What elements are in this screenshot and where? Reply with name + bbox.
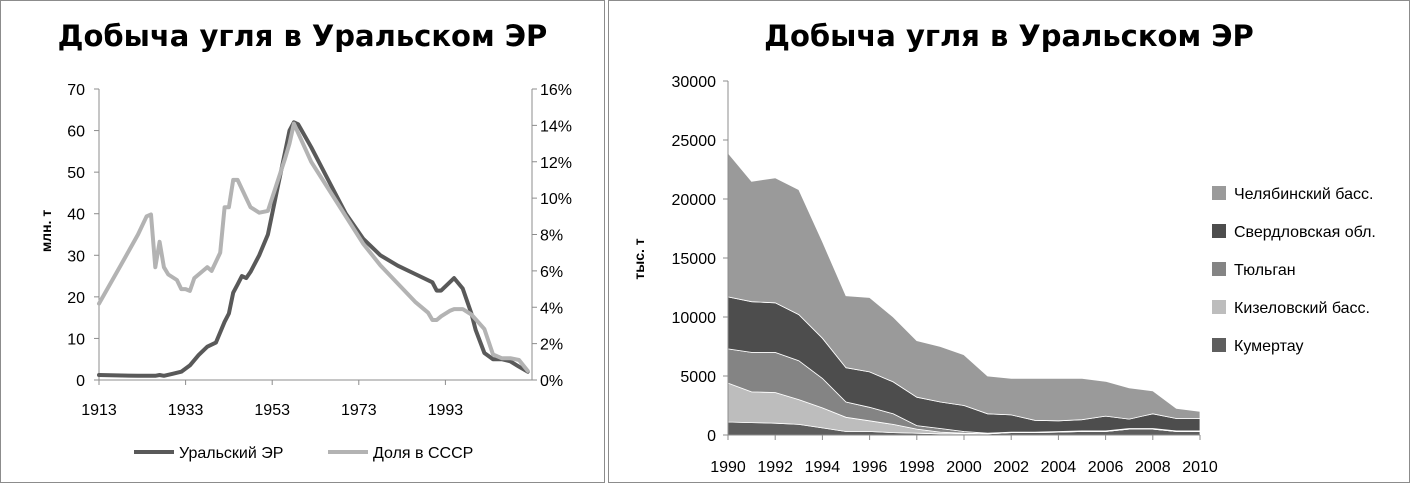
left-chart-panel: Добыча угля в Уральском ЭР 0 10 20 30 40 50 60… — [0, 0, 605, 483]
y-tick-label: 5000 — [680, 369, 716, 386]
y2-tick-label: 2% — [540, 337, 563, 354]
y2-tick-label: 8% — [540, 228, 563, 245]
legend-swatch — [1212, 262, 1226, 276]
series-line-1 — [97, 120, 530, 378]
x-tick-label: 2010 — [1182, 459, 1218, 476]
y2-tick-label: 10% — [540, 191, 572, 208]
y2-tick-label: 0% — [540, 373, 563, 390]
y2-tick-label: 6% — [540, 264, 563, 281]
x-tick-label: 1913 — [81, 402, 117, 419]
legend-label: Кизеловский басс. — [1234, 300, 1370, 317]
legend-swatch — [1212, 338, 1226, 352]
legend-label: Доля в СССР — [373, 445, 473, 462]
left-chart-title: Добыча угля в Уральском ЭР — [57, 19, 548, 53]
legend-swatch — [1212, 300, 1226, 314]
right-chart-title: Добыча угля в Уральском ЭР — [764, 19, 1254, 53]
legend-label: Тюльган — [1234, 262, 1296, 279]
right-chart-panel: Добыча угля в Уральском ЭР 0 5000 10000 150… — [608, 0, 1410, 483]
y2-tick-label: 4% — [540, 300, 563, 317]
x-tick-label: 1990 — [710, 459, 746, 476]
x-tick-label: 1993 — [428, 402, 464, 419]
y2-tick-label: 12% — [540, 155, 572, 172]
y-tick-label: 70 — [67, 82, 85, 99]
legend-label: Кумертау — [1234, 338, 1303, 355]
y2-tick-label: 16% — [540, 82, 572, 99]
y-axis-label: тыс. т — [631, 238, 647, 279]
y-tick-label: 10000 — [672, 310, 717, 327]
y-tick-label: 25000 — [672, 133, 717, 150]
y2-tick-label: 14% — [540, 118, 572, 135]
y-tick-label: 30000 — [672, 74, 717, 91]
y-tick-label: 20 — [67, 290, 85, 307]
x-tick-label: 2006 — [1088, 459, 1124, 476]
y-tick-label: 50 — [67, 165, 85, 182]
area-layer-5 — [727, 151, 1201, 422]
x-tick-label: 2004 — [1041, 459, 1077, 476]
x-tick-label: 2008 — [1135, 459, 1171, 476]
y-tick-label: 40 — [67, 207, 85, 224]
legend-swatch — [1212, 224, 1226, 238]
left-line-chart: 0 10 20 30 40 50 60 70 0% 2% 4% 6% 8% 10% 12% 14% 16% 191… — [38, 82, 572, 462]
y-tick-label: 0 — [76, 373, 85, 390]
y-tick-label: 10 — [67, 331, 85, 348]
x-tick-label: 1973 — [341, 402, 377, 419]
x-tick-label: 2000 — [946, 459, 982, 476]
y-tick-label: 0 — [707, 428, 716, 445]
legend-label: Уральский ЭР — [179, 445, 283, 462]
y-tick-label: 30 — [67, 248, 85, 265]
y-tick-label: 60 — [67, 124, 85, 141]
x-tick-label: 1933 — [168, 402, 204, 419]
x-tick-label: 1998 — [899, 459, 935, 476]
x-tick-label: 2002 — [993, 459, 1029, 476]
legend-label: Челябинский басс. — [1234, 186, 1373, 203]
series-line-2 — [97, 121, 530, 373]
legend-label: Свердловская обл. — [1234, 224, 1376, 241]
y-tick-label: 20000 — [672, 192, 717, 209]
legend-swatch — [1212, 186, 1226, 200]
x-tick-label: 1953 — [254, 402, 290, 419]
y-axis-label: млн. т — [38, 210, 54, 252]
y-tick-label: 15000 — [672, 251, 717, 268]
x-tick-label: 1994 — [805, 459, 841, 476]
x-tick-label: 1996 — [852, 459, 888, 476]
right-area-chart: 0 5000 10000 15000 20000 25000 30000 1990 1992 19… — [631, 74, 1376, 476]
x-tick-label: 1992 — [757, 459, 793, 476]
